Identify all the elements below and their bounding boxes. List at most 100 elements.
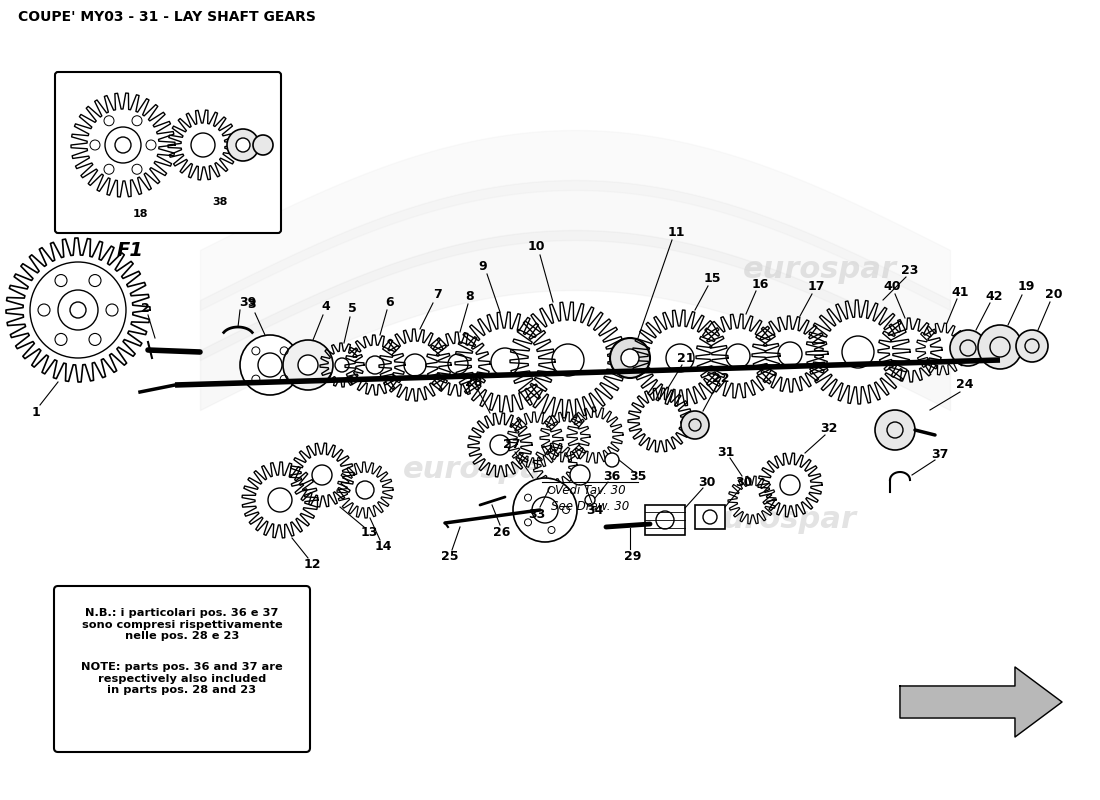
- Text: 35: 35: [629, 470, 647, 482]
- Text: 42: 42: [986, 290, 1003, 302]
- Polygon shape: [290, 443, 354, 507]
- Circle shape: [191, 133, 214, 157]
- Text: 21: 21: [678, 351, 695, 365]
- Text: 8: 8: [465, 290, 474, 302]
- Polygon shape: [878, 318, 942, 382]
- Text: 15: 15: [703, 273, 720, 286]
- Circle shape: [227, 129, 258, 161]
- Polygon shape: [806, 300, 910, 404]
- Circle shape: [621, 349, 639, 367]
- Text: 19: 19: [1018, 281, 1035, 294]
- Polygon shape: [455, 312, 556, 412]
- Polygon shape: [168, 110, 238, 180]
- Circle shape: [298, 355, 318, 375]
- Polygon shape: [566, 407, 623, 463]
- Text: 41: 41: [952, 286, 969, 298]
- Text: 17: 17: [807, 281, 825, 294]
- Text: F1: F1: [117, 241, 143, 259]
- Polygon shape: [379, 329, 451, 401]
- Circle shape: [58, 290, 98, 330]
- Text: 3: 3: [248, 298, 256, 311]
- Polygon shape: [916, 323, 968, 375]
- Polygon shape: [320, 343, 364, 387]
- Circle shape: [253, 135, 273, 155]
- FancyBboxPatch shape: [55, 72, 280, 233]
- Circle shape: [605, 453, 619, 467]
- Polygon shape: [426, 332, 490, 396]
- Text: 30: 30: [698, 475, 716, 489]
- Circle shape: [513, 478, 578, 542]
- Text: 33: 33: [528, 509, 546, 522]
- Text: 6: 6: [386, 297, 394, 310]
- Text: eurospar: eurospar: [742, 255, 896, 285]
- Text: eurospar: eurospar: [703, 506, 857, 534]
- Text: 24: 24: [956, 378, 974, 391]
- Polygon shape: [900, 667, 1062, 737]
- Text: 25: 25: [441, 550, 459, 563]
- Circle shape: [240, 335, 300, 395]
- Polygon shape: [6, 238, 150, 382]
- Text: N.B.: i particolari pos. 36 e 37
sono compresi rispettivamente
nelle pos. 28 e 2: N.B.: i particolari pos. 36 e 37 sono co…: [81, 608, 283, 642]
- Polygon shape: [752, 316, 828, 392]
- Polygon shape: [628, 388, 692, 452]
- Circle shape: [104, 127, 141, 163]
- Text: COUPE' MY03 - 31 - LAY SHAFT GEARS: COUPE' MY03 - 31 - LAY SHAFT GEARS: [18, 10, 316, 24]
- Polygon shape: [72, 93, 175, 197]
- FancyBboxPatch shape: [54, 586, 310, 752]
- Circle shape: [978, 325, 1022, 369]
- Circle shape: [874, 410, 915, 450]
- Circle shape: [30, 262, 127, 358]
- Polygon shape: [468, 413, 532, 477]
- Circle shape: [950, 330, 986, 366]
- Polygon shape: [337, 462, 393, 518]
- Text: eurospar: eurospar: [403, 455, 557, 485]
- Polygon shape: [696, 314, 780, 398]
- Text: 9: 9: [478, 259, 487, 273]
- Text: NOTE: parts pos. 36 and 37 are
respectively also included
in parts pos. 28 and 2: NOTE: parts pos. 36 and 37 are respectiv…: [81, 662, 283, 695]
- Text: 31: 31: [717, 446, 735, 458]
- Polygon shape: [345, 335, 405, 395]
- Text: 13: 13: [361, 526, 377, 539]
- Text: 11: 11: [668, 226, 684, 238]
- Text: 30: 30: [735, 477, 752, 490]
- Text: 26: 26: [493, 526, 510, 538]
- Circle shape: [681, 411, 710, 439]
- Text: 34: 34: [586, 503, 604, 517]
- Text: 38: 38: [212, 197, 228, 207]
- Text: 5: 5: [348, 302, 356, 315]
- Text: 20: 20: [1045, 289, 1063, 302]
- Text: 37: 37: [932, 449, 948, 462]
- Text: 1: 1: [32, 406, 41, 418]
- Text: 2: 2: [141, 302, 150, 314]
- Circle shape: [610, 338, 650, 378]
- Polygon shape: [540, 412, 590, 462]
- Text: 10: 10: [527, 241, 544, 254]
- Polygon shape: [510, 302, 626, 418]
- Polygon shape: [758, 453, 822, 517]
- Text: 27: 27: [504, 438, 520, 451]
- Circle shape: [236, 138, 250, 152]
- Circle shape: [1016, 330, 1048, 362]
- Text: 16: 16: [751, 278, 769, 290]
- Text: 40: 40: [883, 281, 901, 294]
- Text: 22: 22: [713, 371, 729, 385]
- Text: See Draw. 30: See Draw. 30: [551, 499, 629, 513]
- Text: 32: 32: [821, 422, 838, 434]
- Bar: [695, 505, 725, 529]
- Polygon shape: [242, 462, 318, 538]
- Text: 28: 28: [465, 377, 483, 390]
- Bar: [645, 505, 685, 535]
- Text: 4: 4: [321, 301, 330, 314]
- Text: 23: 23: [901, 263, 918, 277]
- Text: 29: 29: [625, 550, 641, 563]
- Text: 36: 36: [604, 470, 620, 482]
- Text: 12: 12: [304, 558, 321, 571]
- Polygon shape: [728, 476, 776, 524]
- Polygon shape: [632, 310, 728, 406]
- Text: Vedi Tav. 30: Vedi Tav. 30: [554, 483, 625, 497]
- Text: 14: 14: [374, 541, 392, 554]
- Text: 18: 18: [132, 209, 147, 219]
- Text: 7: 7: [432, 289, 441, 302]
- Polygon shape: [507, 412, 563, 468]
- Text: 39: 39: [240, 297, 256, 310]
